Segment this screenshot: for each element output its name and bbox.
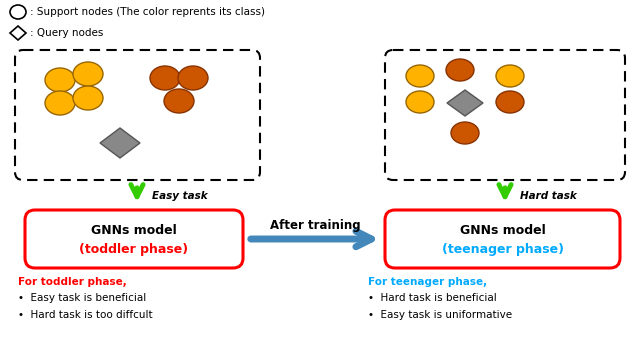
Ellipse shape — [73, 62, 103, 86]
Polygon shape — [447, 90, 483, 116]
Ellipse shape — [406, 65, 434, 87]
Text: GNNs model: GNNs model — [460, 224, 545, 238]
Text: •  Hard task is too diffcult: • Hard task is too diffcult — [18, 310, 152, 320]
Text: For toddler phase,: For toddler phase, — [18, 277, 127, 287]
Text: GNNs model: GNNs model — [91, 224, 177, 238]
Ellipse shape — [73, 86, 103, 110]
Text: : Query nodes: : Query nodes — [30, 28, 104, 38]
Text: For teenager phase,: For teenager phase, — [368, 277, 487, 287]
Ellipse shape — [451, 122, 479, 144]
Ellipse shape — [150, 66, 180, 90]
Text: After training: After training — [269, 219, 360, 233]
FancyBboxPatch shape — [385, 210, 620, 268]
Text: •  Easy task is beneficial: • Easy task is beneficial — [18, 293, 147, 303]
FancyBboxPatch shape — [385, 50, 625, 180]
Ellipse shape — [45, 68, 75, 92]
Ellipse shape — [406, 91, 434, 113]
Polygon shape — [100, 128, 140, 158]
Text: : Support nodes (The color reprents its class): : Support nodes (The color reprents its … — [30, 7, 265, 17]
Ellipse shape — [496, 91, 524, 113]
Text: Easy task: Easy task — [152, 191, 207, 201]
Text: (toddler phase): (toddler phase) — [79, 242, 189, 256]
Ellipse shape — [164, 89, 194, 113]
Ellipse shape — [45, 91, 75, 115]
Ellipse shape — [178, 66, 208, 90]
FancyBboxPatch shape — [25, 210, 243, 268]
Text: (teenager phase): (teenager phase) — [442, 242, 563, 256]
Text: Hard task: Hard task — [520, 191, 577, 201]
Text: •  Easy task is uniformative: • Easy task is uniformative — [368, 310, 512, 320]
Ellipse shape — [496, 65, 524, 87]
Text: •  Hard task is beneficial: • Hard task is beneficial — [368, 293, 497, 303]
Ellipse shape — [446, 59, 474, 81]
FancyBboxPatch shape — [15, 50, 260, 180]
